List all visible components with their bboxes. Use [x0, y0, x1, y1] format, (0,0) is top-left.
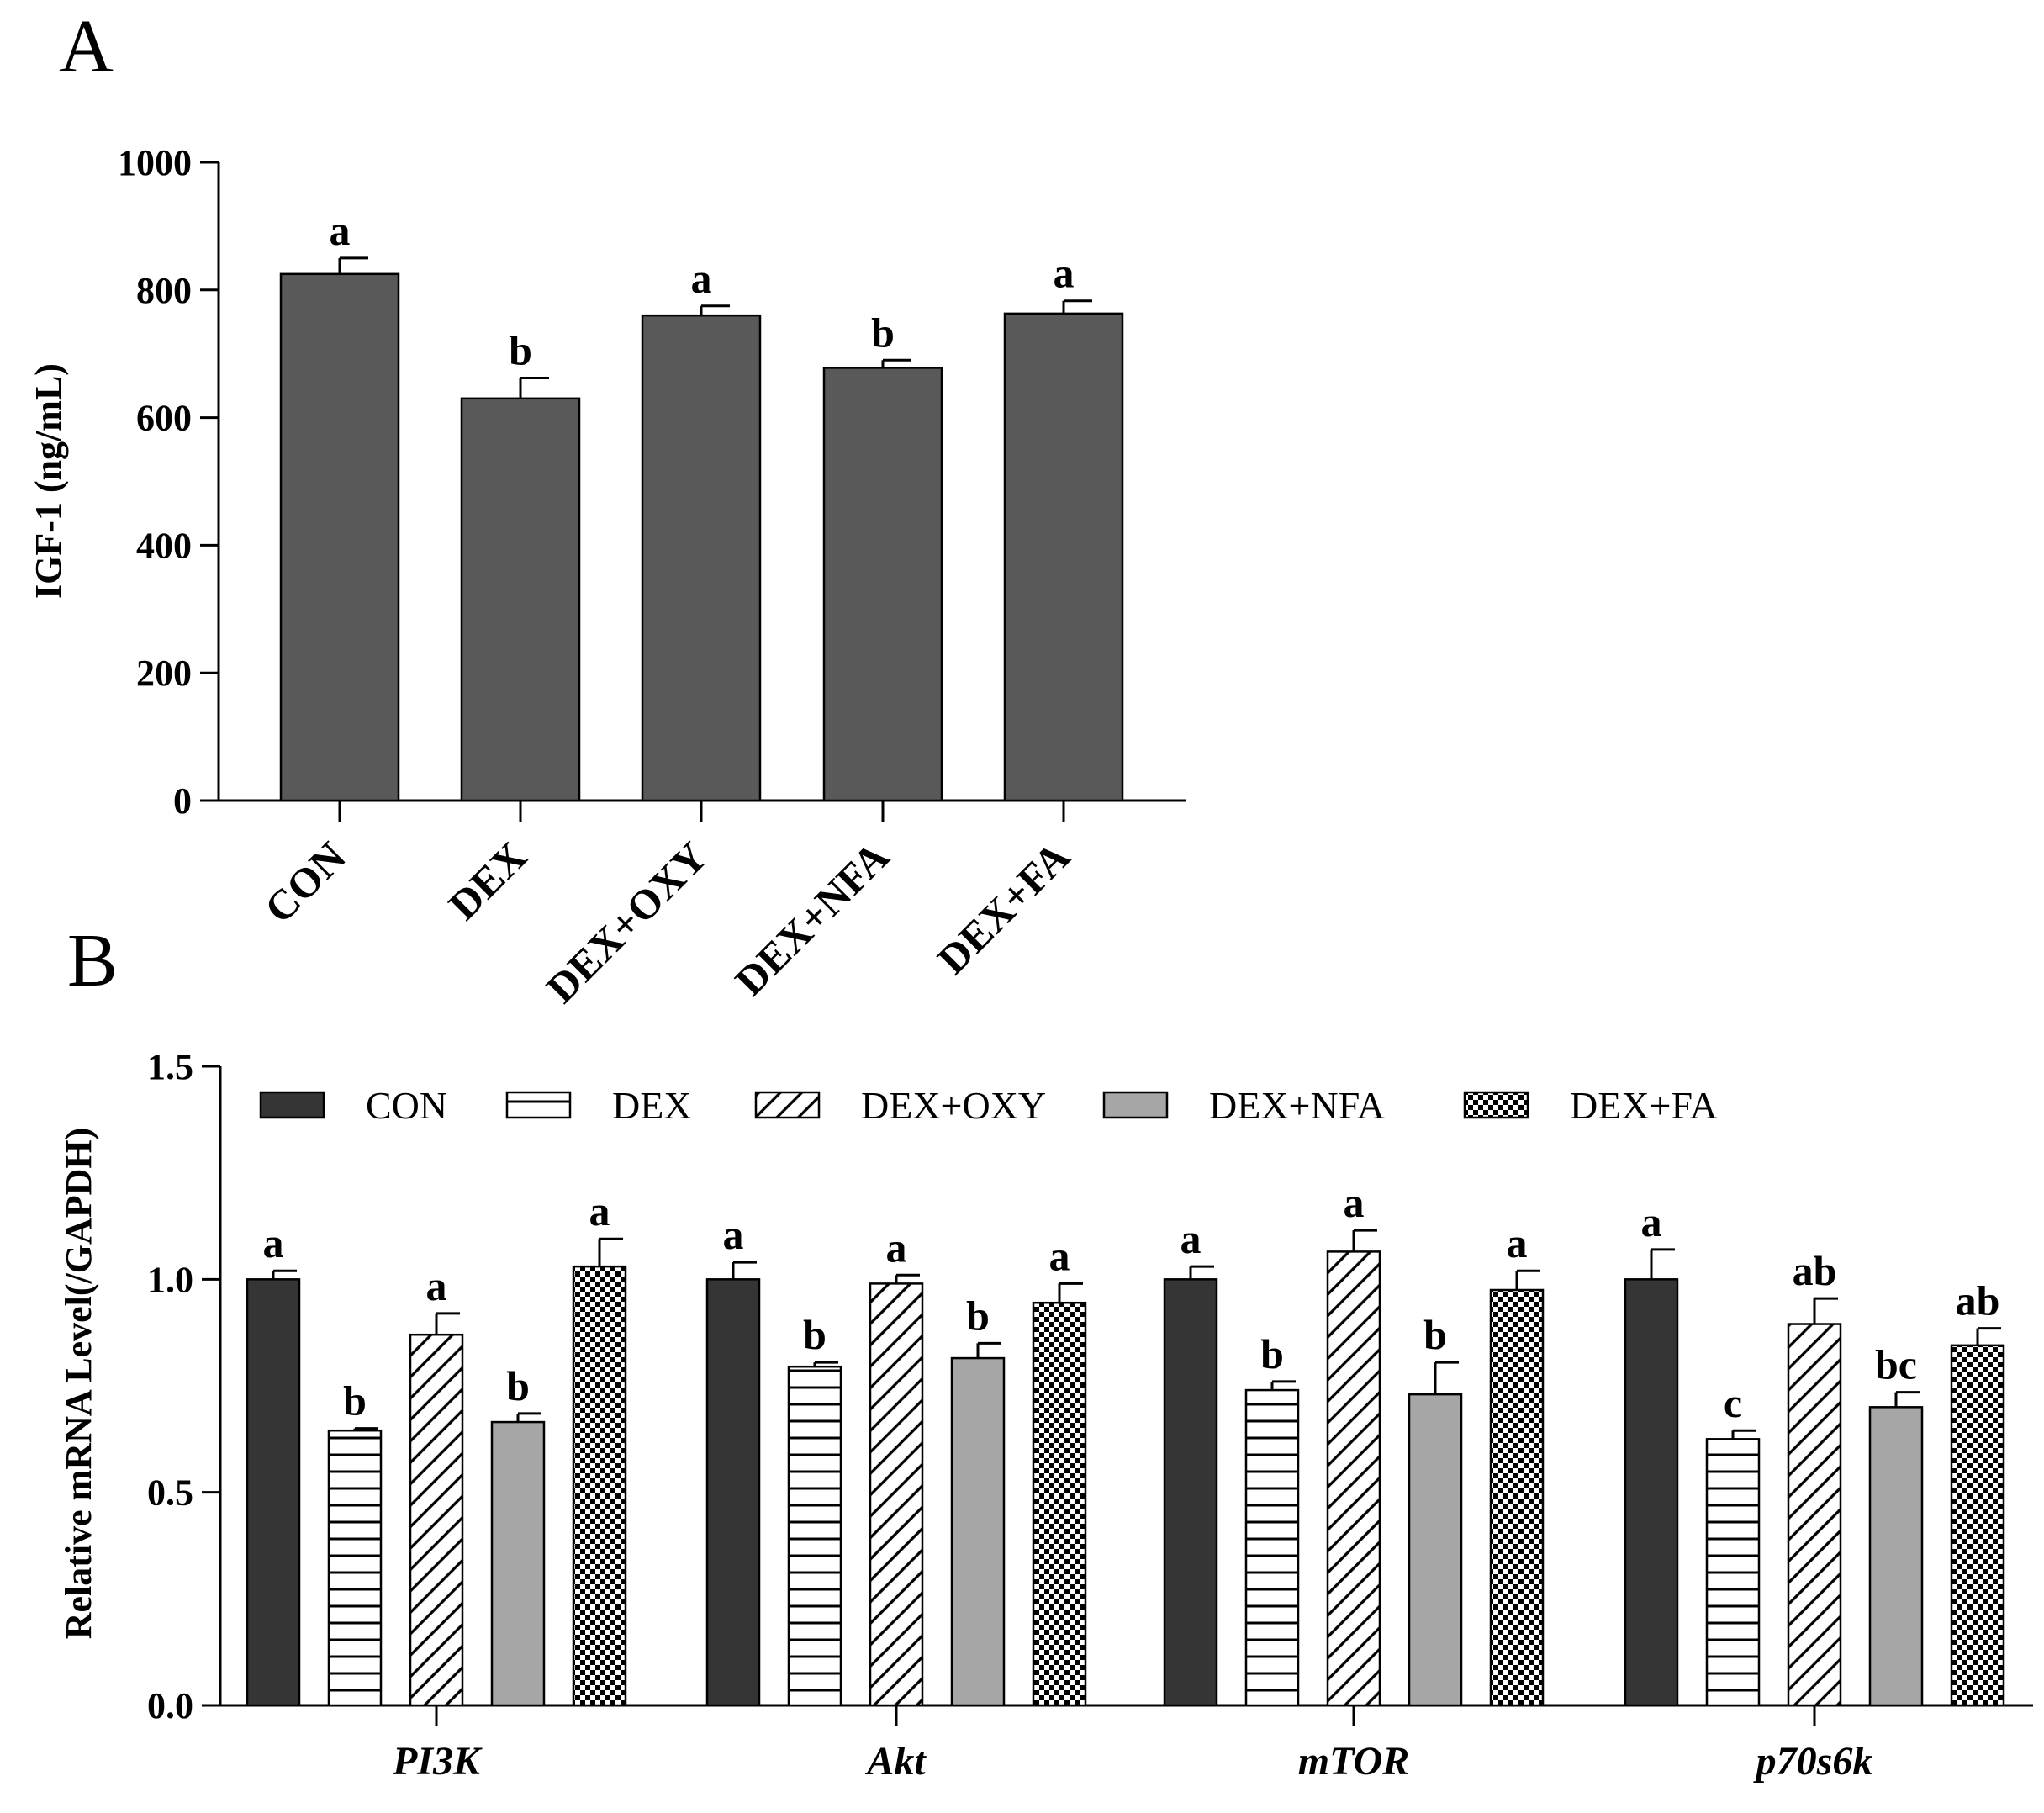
legend-swatch	[1102, 1091, 1169, 1119]
significance-label-a: a	[691, 255, 712, 302]
legend-swatch	[505, 1091, 572, 1119]
bar-a	[641, 314, 762, 802]
bar-b	[1624, 1278, 1679, 1707]
legend-label: DEX+NFA	[1209, 1084, 1385, 1127]
legend-label: DEX+OXY	[861, 1084, 1046, 1127]
x-tick-label-a: DEX+OXY	[537, 832, 716, 1012]
x-tick-label-a: DEX+NFA	[726, 832, 897, 1004]
significance-label-b: a	[1049, 1232, 1070, 1279]
significance-label-b: a	[263, 1219, 284, 1266]
bar-a	[279, 272, 400, 802]
x-tick-label-b: PI3K	[392, 1739, 483, 1784]
significance-label-b: a	[1180, 1215, 1202, 1262]
significance-label-b: b	[506, 1362, 530, 1409]
y-tick-label-b: 1.5	[147, 1046, 193, 1087]
y-tick-label-a: 600	[136, 398, 192, 439]
x-tick-label-b: mTOR	[1298, 1739, 1409, 1784]
significance-label-a: a	[330, 207, 351, 254]
bar-b	[1705, 1438, 1761, 1707]
legend-label: DEX+FA	[1570, 1084, 1718, 1127]
significance-label-b: b	[1423, 1311, 1447, 1358]
significance-label-b: b	[343, 1377, 367, 1424]
chart-b: 0.0 0.5 1.0 1.5 Relative mRNA Level(/GAPDH) P…	[58, 1046, 2033, 1784]
significance-label-b: a	[723, 1211, 744, 1258]
legend-swatch	[1463, 1091, 1529, 1119]
significance-label-b: a	[1641, 1198, 1662, 1245]
significance-label-b: ab	[1793, 1247, 1837, 1294]
bar-b	[787, 1365, 842, 1707]
significance-label-b: a	[589, 1187, 610, 1234]
y-axis-title-a: IGF-1 (ng/mL)	[28, 363, 69, 599]
y-tick-label-a: 200	[136, 653, 192, 694]
significance-label-b: b	[966, 1292, 990, 1339]
panel-label-b: B	[67, 919, 118, 1002]
chart-a: 0 200 400 600 800 1000 IGF-1 (ng/mL) a CON b DEX a D…	[28, 142, 1186, 1012]
y-axis-title-b: Relative mRNA Level(/GAPDH)	[58, 1128, 99, 1640]
bar-a	[460, 397, 581, 802]
significance-label-b: ab	[1956, 1277, 2000, 1324]
bar-b	[572, 1265, 627, 1707]
significance-label-b: a	[886, 1224, 907, 1271]
significance-label-b: b	[803, 1311, 827, 1358]
bar-b	[409, 1333, 464, 1707]
y-tick-label-a: 800	[136, 270, 192, 311]
bar-b	[1244, 1388, 1300, 1707]
panel-label-a: A	[59, 5, 114, 88]
significance-label-b: a	[1507, 1219, 1528, 1266]
significance-label-b: c	[1724, 1379, 1742, 1426]
bar-b	[1163, 1278, 1218, 1707]
bar-b	[490, 1420, 546, 1707]
y-tick-label-b: 1.0	[147, 1259, 193, 1300]
legend-label: CON	[366, 1084, 447, 1127]
legend-swatch	[754, 1091, 821, 1119]
y-tick-label-a: 400	[136, 525, 192, 566]
bar-a	[822, 367, 943, 802]
bar-b	[1950, 1344, 2005, 1707]
y-tick-label-b: 0.5	[147, 1472, 193, 1514]
y-tick-label-a: 0	[173, 780, 192, 822]
x-tick-label-b: Akt	[864, 1739, 927, 1784]
y-tick-label-b: 0.0	[147, 1685, 193, 1726]
bar-b	[327, 1429, 383, 1707]
significance-label-a: b	[871, 309, 895, 356]
x-tick-label-a: CON	[256, 832, 355, 932]
bar-b	[246, 1278, 301, 1707]
bar-b	[869, 1282, 924, 1707]
x-tick-label-b: p70s6k	[1753, 1739, 1873, 1784]
bar-b	[1408, 1393, 1463, 1707]
x-tick-label-a: DEX	[440, 832, 536, 928]
significance-label-b: a	[426, 1262, 447, 1309]
significance-label-b: a	[1344, 1179, 1365, 1226]
y-tick-label-a: 1000	[118, 142, 192, 183]
legend-swatch	[259, 1091, 325, 1119]
bar-b	[950, 1356, 1006, 1707]
bar-a	[1003, 312, 1124, 802]
bar-b	[705, 1278, 761, 1707]
bar-b	[1787, 1323, 1842, 1707]
bar-b	[1489, 1288, 1545, 1707]
bar-b	[1868, 1406, 1924, 1707]
bar-b	[1326, 1250, 1381, 1707]
x-tick-label-a: DEX+FA	[928, 832, 1079, 983]
significance-label-b: bc	[1875, 1341, 1917, 1388]
significance-label-a: b	[509, 327, 532, 374]
significance-label-a: a	[1054, 250, 1075, 297]
significance-label-b: b	[1260, 1330, 1284, 1377]
legend-label: DEX	[612, 1084, 692, 1127]
bar-b	[1032, 1301, 1087, 1707]
